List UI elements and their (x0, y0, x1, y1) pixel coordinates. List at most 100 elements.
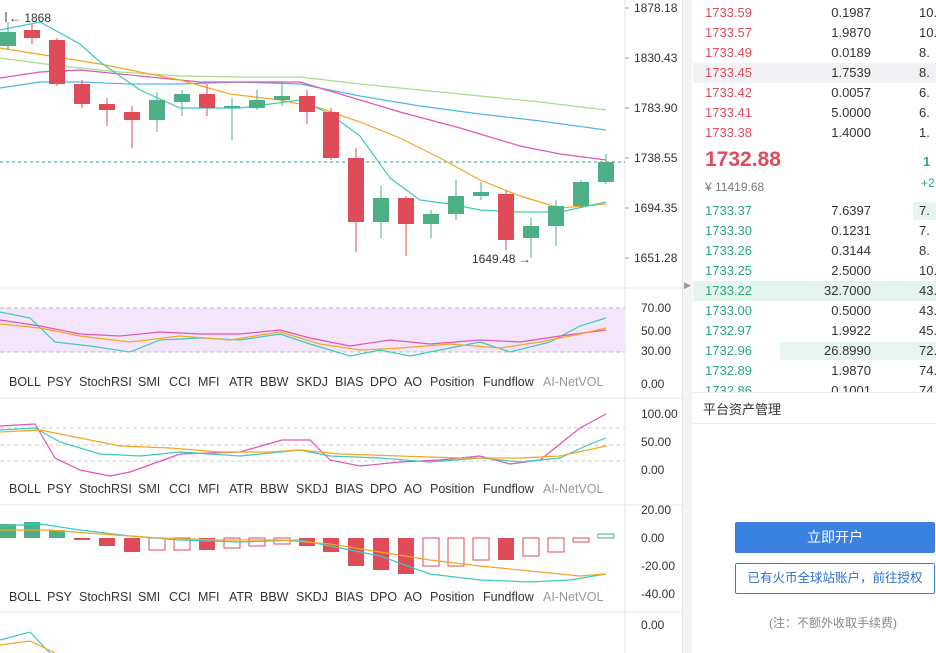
indicator-tab-atr[interactable]: ATR (229, 375, 253, 389)
divider (693, 423, 936, 424)
histogram-bar (522, 537, 540, 557)
ask-row[interactable]: 1733.42 0.0057 6. (693, 83, 936, 103)
order-book: 1733.59 0.1987 10. 1733.57 1.9870 10. 1733… (693, 0, 936, 392)
indicator-tab-position[interactable]: Position (430, 375, 475, 389)
indicator-tab-ai-netvol[interactable]: AI-NetVOL (543, 482, 603, 496)
indicator-tab-cci[interactable]: CCI (169, 590, 191, 604)
indicator-tab-ai-netvol[interactable]: AI-NetVOL (543, 375, 603, 389)
candle-body (299, 96, 315, 112)
ma-line-pink (0, 69, 607, 161)
bid-price: 1732.89 (705, 363, 752, 378)
bid-total: 43. (919, 303, 936, 318)
candle-body (398, 198, 414, 224)
ask-total: 8. (919, 65, 930, 80)
bid-row[interactable]: 1732.96 26.8990 72. (693, 341, 936, 361)
bid-row[interactable]: 1732.86 0.1001 74. (693, 381, 936, 392)
ask-row[interactable]: 1733.59 0.1987 10. (693, 3, 936, 23)
indicator-tab-bias[interactable]: BIAS (335, 375, 364, 389)
indicator-tab-fundflow[interactable]: Fundflow (483, 482, 535, 496)
candle-body (573, 182, 589, 206)
ask-qty: 0.0057 (831, 85, 871, 100)
indicator-tab-ao[interactable]: AO (404, 375, 422, 389)
p3-line-orange (0, 529, 607, 577)
open-account-button[interactable]: 立即开户 (735, 522, 935, 553)
price-axis-label: 1738.55 (634, 151, 678, 165)
indicator-tab-mfi[interactable]: MFI (198, 375, 220, 389)
indicator-tab-position[interactable]: Position (430, 590, 475, 604)
indicator-tab-ao[interactable]: AO (404, 590, 422, 604)
indicator-tab-psy[interactable]: PSY (47, 482, 73, 496)
bid-row[interactable]: 1733.25 2.5000 10. (693, 261, 936, 281)
indicator-tab-stochrsi[interactable]: StochRSI (79, 375, 132, 389)
candle-body (548, 206, 564, 226)
indicator-tab-psy[interactable]: PSY (47, 375, 73, 389)
indicator-tab-ai-netvol[interactable]: AI-NetVOL (543, 590, 603, 604)
indicator-tab-fundflow[interactable]: Fundflow (483, 590, 535, 604)
indicator-tab-dpo[interactable]: DPO (370, 375, 397, 389)
indicator-tab-skdj[interactable]: SKDJ (296, 590, 328, 604)
panel-splitter[interactable] (682, 0, 692, 653)
indicator-tab-bias[interactable]: BIAS (335, 590, 364, 604)
ask-row[interactable]: 1733.45 1.7539 8. (693, 63, 936, 83)
indicator-tab-bbw[interactable]: BBW (260, 590, 289, 604)
bid-row[interactable]: 1732.97 1.9922 45. (693, 321, 936, 341)
candle-body (99, 104, 115, 110)
indicator-tab-boll[interactable]: BOLL (9, 375, 41, 389)
indicator-tab-stochrsi[interactable]: StochRSI (79, 590, 132, 604)
indicator-tab-smi[interactable]: SMI (138, 375, 160, 389)
bid-total: 74. (919, 363, 936, 378)
ask-row[interactable]: 1733.41 5.0000 6. (693, 103, 936, 123)
panel1-axis-label: 70.00 (641, 301, 671, 315)
bid-qty: 0.5000 (831, 303, 871, 318)
ask-qty: 0.1987 (831, 5, 871, 20)
collapse-arrow-icon[interactable]: ▶ (684, 280, 691, 290)
candle-body (423, 214, 439, 224)
ask-qty: 1.7539 (831, 65, 871, 80)
chart-area[interactable]: 1878.18 1830.43 1783.90 1738.55 1694.35 1651.… (0, 0, 688, 653)
kline-chart-svg[interactable]: 1878.18 1830.43 1783.90 1738.55 1694.35 1651.… (0, 0, 688, 653)
indicator-tab-cci[interactable]: CCI (169, 482, 191, 496)
histogram-bar (0, 524, 16, 538)
bid-row[interactable]: 1733.22 32.7000 43. (693, 281, 936, 301)
indicator-tab-atr[interactable]: ATR (229, 482, 253, 496)
bid-row[interactable]: 1733.00 0.5000 43. (693, 301, 936, 321)
indicator-tab-mfi[interactable]: MFI (198, 482, 220, 496)
indicator-tab-psy[interactable]: PSY (47, 590, 73, 604)
indicator-tab-ao[interactable]: AO (404, 482, 422, 496)
indicator-tab-bbw[interactable]: BBW (260, 375, 289, 389)
bid-qty: 7.6397 (831, 203, 871, 218)
ask-price: 1733.45 (705, 65, 752, 80)
indicator-tab-stochrsi[interactable]: StochRSI (79, 482, 132, 496)
indicator-tab-fundflow[interactable]: Fundflow (483, 375, 535, 389)
indicator-tab-smi[interactable]: SMI (138, 482, 160, 496)
bid-row[interactable]: 1733.30 0.1231 7. (693, 221, 936, 241)
depth-bar (913, 202, 936, 220)
candle-body (124, 112, 140, 120)
indicator-tab-atr[interactable]: ATR (229, 590, 253, 604)
indicator-tab-boll[interactable]: BOLL (9, 482, 41, 496)
bid-price: 1732.86 (705, 383, 752, 392)
bid-row[interactable]: 1733.37 7.6397 7. (693, 201, 936, 221)
candle-body (149, 100, 165, 120)
indicator-tab-bbw[interactable]: BBW (260, 482, 289, 496)
indicator-tab-skdj[interactable]: SKDJ (296, 375, 328, 389)
authorize-account-button[interactable]: 已有火币全球站账户，前往授权 (735, 563, 935, 594)
indicator-tab-dpo[interactable]: DPO (370, 590, 397, 604)
bid-total: 7. (919, 203, 930, 218)
ask-row[interactable]: 1733.38 1.4000 1. (693, 123, 936, 143)
indicator-tab-boll[interactable]: BOLL (9, 590, 41, 604)
histogram-bar (373, 538, 389, 570)
ask-row[interactable]: 1733.49 0.0189 8. (693, 43, 936, 63)
indicator-tab-skdj[interactable]: SKDJ (296, 482, 328, 496)
bid-row[interactable]: 1732.89 1.9870 74. (693, 361, 936, 381)
indicator-tab-position[interactable]: Position (430, 482, 475, 496)
indicator-tab-mfi[interactable]: MFI (198, 590, 220, 604)
indicator-tab-bias[interactable]: BIAS (335, 482, 364, 496)
bid-row[interactable]: 1733.26 0.3144 8. (693, 241, 936, 261)
ask-qty: 1.4000 (831, 125, 871, 140)
bid-price: 1733.00 (705, 303, 752, 318)
indicator-tab-smi[interactable]: SMI (138, 590, 160, 604)
indicator-tab-cci[interactable]: CCI (169, 375, 191, 389)
ask-row[interactable]: 1733.57 1.9870 10. (693, 23, 936, 43)
indicator-tab-dpo[interactable]: DPO (370, 482, 397, 496)
